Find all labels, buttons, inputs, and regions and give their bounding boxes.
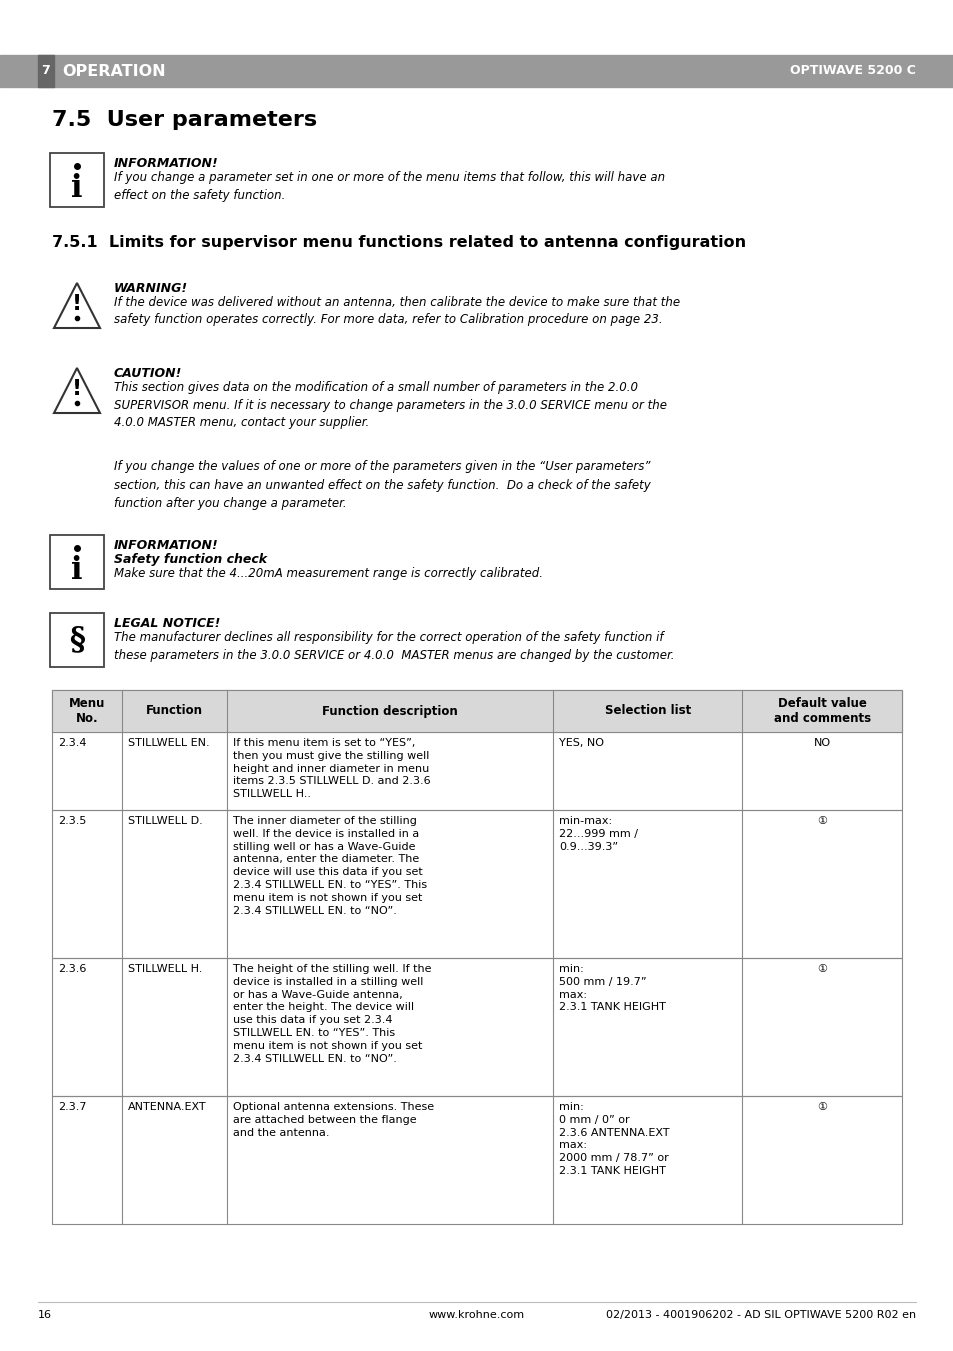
FancyBboxPatch shape (50, 535, 104, 589)
Text: Default value
and comments: Default value and comments (773, 697, 870, 725)
Bar (52, 811, 901, 958)
Text: Safety function check: Safety function check (113, 553, 267, 566)
Text: i: i (71, 173, 83, 204)
Text: min:
0 mm / 0” or
2.3.6 ANTENNA.EXT
max:
2000 mm / 78.7” or
2.3.1 TANK HEIGHT: min: 0 mm / 0” or 2.3.6 ANTENNA.EXT max:… (558, 1102, 669, 1175)
Text: ①: ① (816, 1102, 826, 1112)
Bar (52, 690, 901, 732)
Text: 2.3.5: 2.3.5 (58, 816, 87, 825)
Text: Function: Function (146, 704, 203, 717)
Text: If you change a parameter set in one or more of the menu items that follow, this: If you change a parameter set in one or … (113, 172, 664, 201)
Text: INFORMATION!: INFORMATION! (113, 157, 218, 170)
Text: Menu
No.: Menu No. (69, 697, 105, 725)
Text: Function description: Function description (322, 704, 457, 717)
Text: 2.3.7: 2.3.7 (58, 1102, 87, 1112)
Text: min:
500 mm / 19.7”
max:
2.3.1 TANK HEIGHT: min: 500 mm / 19.7” max: 2.3.1 TANK HEIG… (558, 965, 666, 1012)
Text: Optional antenna extensions. These
are attached between the flange
and the anten: Optional antenna extensions. These are a… (233, 1102, 434, 1138)
Text: WARNING!: WARNING! (113, 282, 188, 295)
Text: CAUTION!: CAUTION! (113, 367, 182, 380)
Text: STILLWELL H.: STILLWELL H. (128, 965, 202, 974)
Text: 16: 16 (38, 1310, 52, 1320)
Text: !: ! (71, 380, 82, 399)
Text: The manufacturer declines all responsibility for the correct operation of the sa: The manufacturer declines all responsibi… (113, 631, 674, 662)
Bar (52, 958, 901, 1096)
FancyBboxPatch shape (50, 153, 104, 207)
Text: The height of the stilling well. If the
device is installed in a stilling well
o: The height of the stilling well. If the … (233, 965, 431, 1063)
Text: 7.5.1  Limits for supervisor menu functions related to antenna configuration: 7.5.1 Limits for supervisor menu functio… (52, 235, 745, 250)
Text: If this menu item is set to “YES”,
then you must give the stilling well
height a: If this menu item is set to “YES”, then … (233, 738, 430, 800)
Text: OPTIWAVE 5200 C: OPTIWAVE 5200 C (789, 65, 915, 77)
Text: 02/2013 - 4001906202 - AD SIL OPTIWAVE 5200 R02 en: 02/2013 - 4001906202 - AD SIL OPTIWAVE 5… (605, 1310, 915, 1320)
Bar (52, 811, 901, 958)
Bar (52, 732, 901, 811)
Polygon shape (54, 367, 100, 413)
Bar (52, 1096, 901, 1224)
Text: OPERATION: OPERATION (62, 63, 166, 78)
Text: 7.5  User parameters: 7.5 User parameters (52, 109, 316, 130)
Text: NO: NO (813, 738, 830, 748)
Text: !: ! (71, 295, 82, 313)
FancyBboxPatch shape (50, 613, 104, 667)
Text: 2.3.6: 2.3.6 (58, 965, 87, 974)
Text: min-max:
22...999 mm /
0.9...39.3”: min-max: 22...999 mm / 0.9...39.3” (558, 816, 638, 851)
Text: STILLWELL EN.: STILLWELL EN. (128, 738, 209, 748)
Text: i: i (71, 555, 83, 586)
Text: Make sure that the 4...20mA measurement range is correctly calibrated.: Make sure that the 4...20mA measurement … (113, 567, 542, 580)
Text: ANTENNA.EXT: ANTENNA.EXT (128, 1102, 206, 1112)
Text: ①: ① (816, 965, 826, 974)
Text: This section gives data on the modification of a small number of parameters in t: This section gives data on the modificat… (113, 381, 666, 430)
Bar (52, 732, 901, 811)
Text: §: § (69, 624, 85, 655)
Text: If the device was delivered without an antenna, then calibrate the device to mak: If the device was delivered without an a… (113, 296, 679, 327)
Text: The inner diameter of the stilling
well. If the device is installed in a
stillin: The inner diameter of the stilling well.… (233, 816, 427, 916)
Bar (52, 958, 901, 1096)
Polygon shape (54, 282, 100, 328)
Text: STILLWELL D.: STILLWELL D. (128, 816, 202, 825)
Text: www.krohne.com: www.krohne.com (429, 1310, 524, 1320)
Bar (0, 55, 953, 86)
Text: Selection list: Selection list (604, 704, 690, 717)
Text: YES, NO: YES, NO (558, 738, 604, 748)
Text: 7: 7 (42, 65, 51, 77)
Text: INFORMATION!: INFORMATION! (113, 539, 218, 553)
Bar (38, 55, 54, 86)
Bar (52, 690, 901, 732)
Bar (52, 1096, 901, 1224)
Text: LEGAL NOTICE!: LEGAL NOTICE! (113, 617, 220, 630)
Text: ①: ① (816, 816, 826, 825)
Text: 2.3.4: 2.3.4 (58, 738, 87, 748)
Text: If you change the values of one or more of the parameters given in the “User par: If you change the values of one or more … (113, 459, 650, 509)
